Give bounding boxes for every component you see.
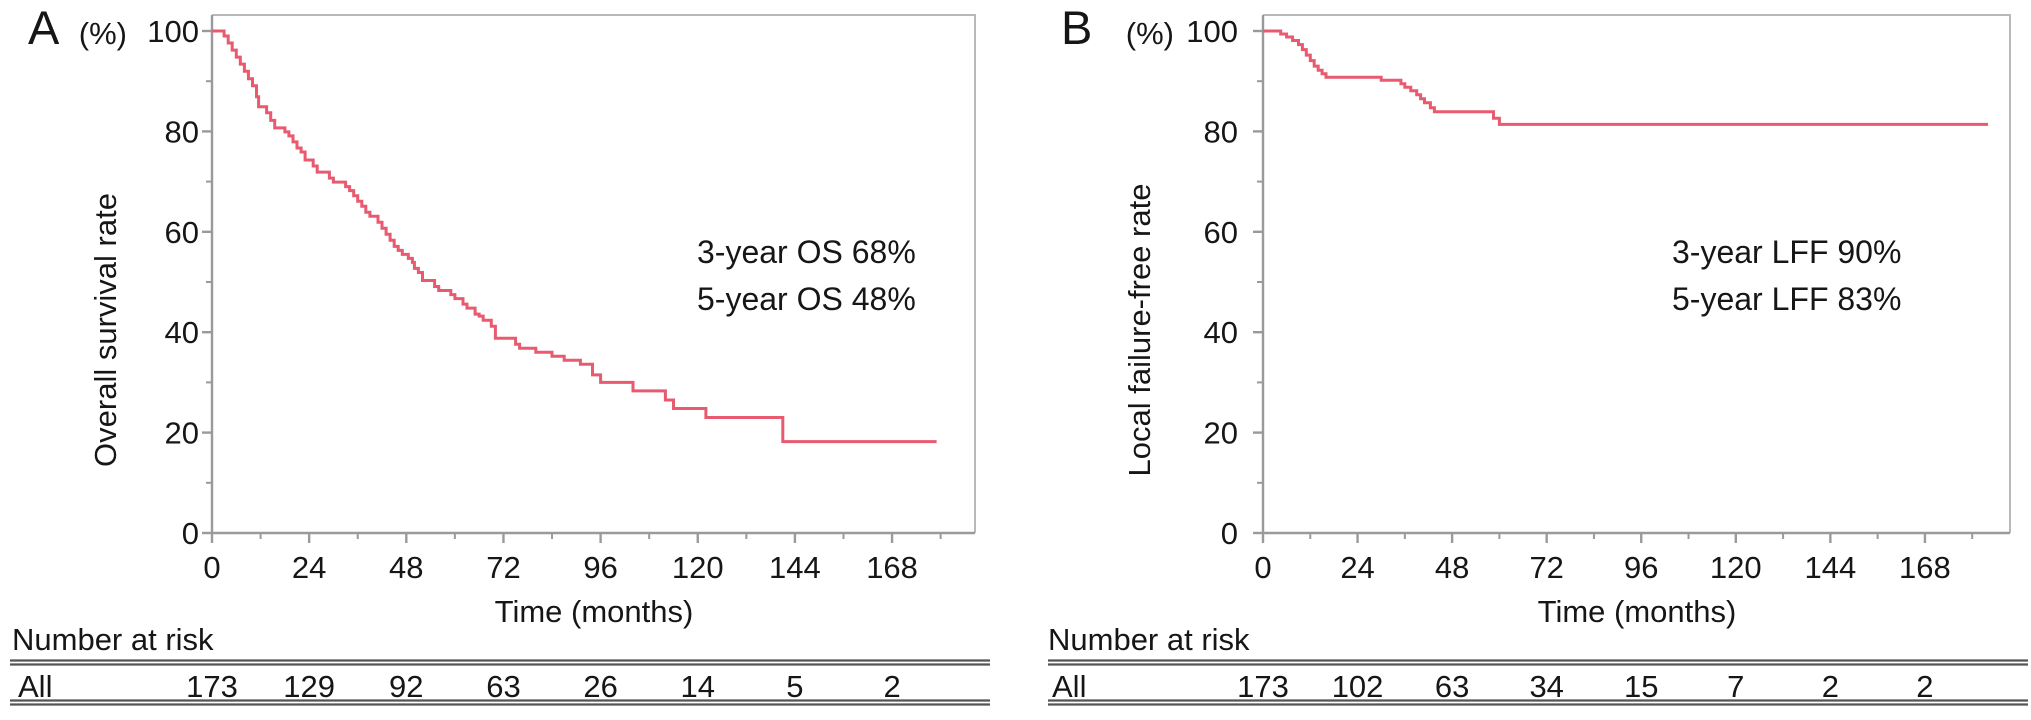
x-tick-label: 72 xyxy=(1529,550,1563,585)
x-tick-label: 96 xyxy=(1624,550,1658,585)
risk-count: 2 xyxy=(883,669,900,704)
x-tick-label: 24 xyxy=(292,550,326,585)
x-tick-label: 120 xyxy=(672,550,724,585)
y-tick-label: 60 xyxy=(1204,215,1238,250)
risk-table-title: Number at risk xyxy=(1048,622,1250,657)
axis-lines xyxy=(1261,15,2010,535)
x-tick-label: 0 xyxy=(203,550,220,585)
risk-count: 5 xyxy=(786,669,803,704)
annotation-3-year: 3-year OS 68% xyxy=(697,234,916,270)
risk-row-label: All xyxy=(1052,669,1086,704)
plot-frame xyxy=(1263,14,2011,533)
x-tick-label: 144 xyxy=(1804,550,1856,585)
y-tick-label: 100 xyxy=(147,14,199,49)
km-plot-overall-survival: 0 20 40 60 80 100 0 24 48 72 96 120 144 168 173 129 92 63… xyxy=(10,1,990,706)
percent-unit-label: (%) xyxy=(1126,16,1174,51)
risk-table-title: Number at risk xyxy=(12,622,214,657)
x-tick-label: 168 xyxy=(866,550,918,585)
x-tick-label: 144 xyxy=(769,550,821,585)
panel-letter: B xyxy=(1061,1,1093,54)
risk-count: 34 xyxy=(1529,669,1563,704)
y-tick-label: 40 xyxy=(1204,315,1238,350)
annotation-3-year: 3-year LFF 90% xyxy=(1672,234,1901,270)
annotation-5-year: 5-year OS 48% xyxy=(697,281,916,317)
survival-curve xyxy=(212,29,937,444)
risk-count: 15 xyxy=(1624,669,1658,704)
y-tick-label: 100 xyxy=(1186,14,1238,49)
plot-frame xyxy=(212,14,976,533)
x-tick-label: 168 xyxy=(1899,550,1951,585)
risk-count: 129 xyxy=(283,669,335,704)
survival-curve xyxy=(1263,29,1988,126)
y-tick-label: 0 xyxy=(182,516,199,551)
risk-count: 2 xyxy=(1822,669,1839,704)
x-tick-label: 72 xyxy=(486,550,520,585)
risk-count: 173 xyxy=(186,669,238,704)
risk-count: 26 xyxy=(583,669,617,704)
y-tick-label: 40 xyxy=(165,315,199,350)
risk-count: 14 xyxy=(681,669,715,704)
risk-count: 63 xyxy=(1435,669,1469,704)
y-tick-label: 80 xyxy=(1204,114,1238,149)
x-tick-label: 48 xyxy=(389,550,423,585)
y-tick-label: 20 xyxy=(1204,416,1238,451)
risk-count: 7 xyxy=(1727,669,1744,704)
risk-row-label: All xyxy=(18,669,52,704)
risk-count: 173 xyxy=(1237,669,1289,704)
y-tick-label: 60 xyxy=(165,215,199,250)
panel-letter: A xyxy=(28,1,60,54)
risk-count: 63 xyxy=(486,669,520,704)
percent-unit-label: (%) xyxy=(79,16,127,51)
annotation-5-year: 5-year LFF 83% xyxy=(1672,281,1901,317)
x-tick-label: 120 xyxy=(1710,550,1762,585)
y-axis-title: Overall survival rate xyxy=(88,193,123,467)
y-axis-title: Local failure-free rate xyxy=(1122,184,1157,477)
plot-generated-layer: 0 20 40 60 80 100 0 24 48 72 96 120 144 168 173 129 92 63… xyxy=(10,14,990,706)
axis-lines xyxy=(210,15,975,535)
y-tick-label: 0 xyxy=(1221,516,1238,551)
x-axis-title: Time (months) xyxy=(1538,594,1737,629)
x-tick-label: 96 xyxy=(583,550,617,585)
x-tick-label: 48 xyxy=(1435,550,1469,585)
x-axis-title: Time (months) xyxy=(495,594,694,629)
risk-count: 92 xyxy=(389,669,423,704)
y-tick-label: 20 xyxy=(165,416,199,451)
x-tick-label: 24 xyxy=(1340,550,1374,585)
risk-count: 102 xyxy=(1332,669,1384,704)
x-tick-label: 0 xyxy=(1254,550,1271,585)
risk-count: 2 xyxy=(1916,669,1933,704)
y-tick-label: 80 xyxy=(165,114,199,149)
